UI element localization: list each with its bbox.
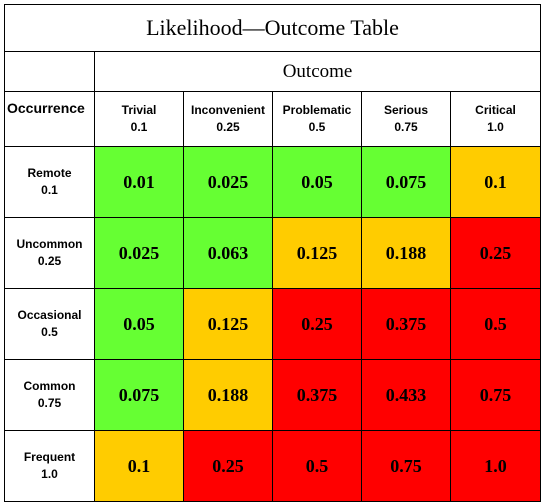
column-header-label: Critical [475, 103, 516, 117]
risk-cell: 0.433 [361, 359, 451, 431]
risk-cell: 0.05 [94, 288, 184, 360]
outcome-header: Outcome [93, 51, 541, 92]
column-header-critical: Critical 1.0 [449, 91, 541, 147]
risk-cell: 0.75 [449, 359, 541, 431]
column-header-value: 0.1 [130, 120, 148, 134]
column-header-value: 0.5 [308, 120, 326, 134]
risk-cell: 0.188 [183, 359, 273, 431]
column-header-serious: Serious 0.75 [361, 91, 451, 147]
table-row-uncommon: Uncommon 0.25 0.025 0.063 0.125 0.188 0.2… [4, 217, 541, 289]
column-header-label: Serious [383, 103, 428, 117]
table-row-remote: Remote 0.1 0.01 0.025 0.05 0.075 0.1 [4, 146, 541, 218]
row-header-remote: Remote 0.1 [4, 146, 95, 218]
table-row-frequent: Frequent 1.0 0.1 0.25 0.5 0.75 1.0 [4, 430, 541, 502]
column-header-inconvenient: Inconvenient 0.25 [183, 91, 273, 147]
table-row-occasional: Occasional 0.5 0.05 0.125 0.25 0.375 0.5 [4, 288, 541, 360]
risk-cell: 0.1 [94, 430, 184, 502]
risk-cell: 0.188 [361, 217, 451, 289]
column-header-label: Inconvenient [190, 103, 265, 117]
column-header-trivial: Trivial 0.1 [94, 91, 184, 147]
column-header-value: 0.75 [394, 120, 418, 134]
column-header-label: Problematic [282, 103, 352, 117]
column-header-label: Trivial [121, 103, 157, 117]
risk-cell: 0.075 [361, 146, 451, 218]
row-header-value: 0.1 [41, 183, 58, 197]
risk-cell: 0.25 [183, 430, 273, 502]
column-header-value: 0.25 [216, 120, 240, 134]
risk-cell: 0.375 [361, 288, 451, 360]
occurrence-header: Occurrence [4, 91, 95, 147]
row-header-value: 0.75 [37, 396, 62, 410]
row-header-label: Remote [27, 166, 72, 180]
table-title: Likelihood—Outcome Table [3, 4, 541, 52]
row-header-label: Common [23, 379, 76, 393]
risk-cell: 0.125 [183, 288, 273, 360]
risk-cell: 1.0 [449, 430, 541, 502]
blank-corner-cell [4, 51, 95, 92]
row-header-value: 0.25 [37, 254, 62, 268]
risk-cell: 0.125 [272, 217, 362, 289]
risk-cell: 0.25 [449, 217, 541, 289]
row-header-occasional: Occasional 0.5 [4, 288, 95, 360]
risk-cell: 0.5 [449, 288, 541, 360]
table-row-common: Common 0.75 0.075 0.188 0.375 0.433 0.75 [4, 359, 541, 431]
row-header-label: Uncommon [16, 237, 83, 251]
row-header-frequent: Frequent 1.0 [4, 430, 95, 502]
risk-cell: 0.025 [183, 146, 273, 218]
risk-cell: 0.025 [94, 217, 184, 289]
row-header-label: Occasional [17, 308, 82, 322]
risk-cell: 0.05 [272, 146, 362, 218]
risk-cell: 0.075 [94, 359, 184, 431]
risk-cell: 0.75 [361, 430, 451, 502]
column-header-problematic: Problematic 0.5 [272, 91, 362, 147]
column-header-value: 1.0 [487, 120, 504, 134]
risk-cell: 0.25 [272, 288, 362, 360]
likelihood-outcome-table: Likelihood—Outcome Table Outcome Occurre… [3, 4, 541, 502]
risk-cell: 0.5 [272, 430, 362, 502]
risk-cell: 0.01 [94, 146, 184, 218]
risk-cell: 0.1 [449, 146, 541, 218]
risk-cell: 0.375 [272, 359, 362, 431]
row-header-common: Common 0.75 [4, 359, 95, 431]
row-header-uncommon: Uncommon 0.25 [4, 217, 95, 289]
row-header-value: 1.0 [41, 467, 58, 481]
risk-cell: 0.063 [183, 217, 273, 289]
row-header-value: 0.5 [41, 325, 58, 339]
row-header-label: Frequent [23, 450, 76, 464]
